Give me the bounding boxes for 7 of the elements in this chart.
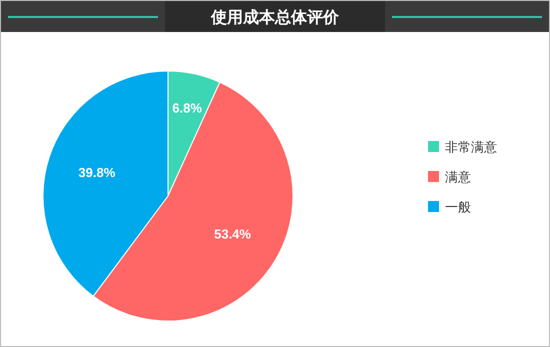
legend-label: 满意 [445, 170, 471, 185]
data-label: 39.8% [78, 164, 116, 180]
legend-label: 非常满意 [445, 140, 497, 155]
data-label: 53.4% [214, 226, 252, 242]
legend-label: 一般 [445, 200, 471, 215]
chart-title: 使用成本总体评价 [210, 8, 340, 27]
data-label: 6.8% [172, 100, 202, 116]
